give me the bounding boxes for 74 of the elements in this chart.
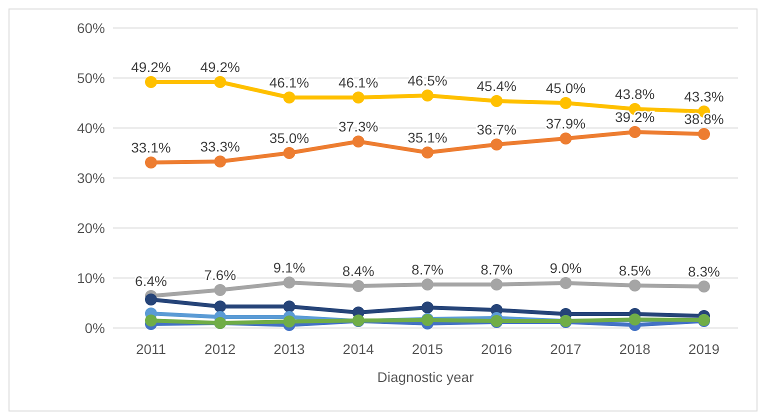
data-label: 39.2% [615,109,655,125]
data-label: 35.1% [408,130,448,146]
point [628,126,641,138]
point [422,278,434,290]
x-axis-title: Diagnostic year [377,369,474,385]
point [283,147,296,159]
point [698,128,710,140]
y-tick-label: 10% [76,270,105,286]
data-label: 37.3% [338,118,378,134]
y-tick-label: 20% [76,220,105,236]
data-label: 36.7% [476,122,516,138]
x-tick-label: 2016 [481,341,512,357]
point [560,132,572,144]
point [490,278,503,290]
data-label: 43.3% [684,88,724,104]
data-label: 49.2% [131,59,171,75]
x-tick-label: 2019 [688,341,720,357]
x-tick-label: 2014 [342,341,374,357]
point [422,146,434,158]
point [283,92,296,104]
point [698,280,710,292]
point [560,277,572,289]
x-tick-label: 2017 [550,341,582,357]
data-label: 37.9% [546,116,586,132]
x-tick-label: 2011 [136,341,166,357]
y-tick-label: 40% [76,120,105,136]
point [145,294,157,306]
point [422,302,434,314]
point [214,156,226,168]
x-tick-label: 2018 [619,341,651,357]
data-label: 9.0% [550,260,582,276]
point [352,280,364,292]
data-label: 9.1% [273,260,306,276]
data-label: 8.7% [480,262,513,278]
y-tick-label: 30% [76,170,105,186]
data-label: 46.1% [338,74,378,90]
point [490,138,503,150]
point [214,300,226,312]
point [145,76,157,88]
point [490,95,503,107]
data-label: 38.8% [684,111,724,127]
point [352,92,364,104]
point [283,316,296,328]
data-label: 45.4% [476,78,516,94]
data-label: 45.0% [546,80,586,96]
point [145,314,157,326]
y-tick-label: 60% [76,20,105,36]
data-label: 46.5% [408,72,448,88]
data-label: 33.3% [200,138,240,154]
point [352,136,364,148]
point [214,76,226,88]
data-label: 8.3% [688,264,720,280]
x-tick-label: 2012 [204,341,236,357]
point [145,156,157,168]
data-label: 46.1% [269,74,310,90]
x-tick-label: 2015 [412,341,444,357]
x-tick-label: 2013 [274,341,306,357]
data-label: 33.1% [131,140,171,156]
data-label: 8.5% [618,262,651,278]
data-label: 7.6% [204,267,236,283]
point [214,284,226,296]
data-label: 6.4% [135,273,167,289]
data-label: 35.0% [269,130,310,146]
data-label: 8.7% [412,262,444,278]
point [283,276,296,288]
point [422,90,434,102]
data-label: 49.2% [200,59,240,75]
y-tick-label: 0% [84,320,105,336]
y-tick-label: 50% [76,70,105,86]
point [628,280,641,292]
point [560,97,572,109]
data-label: 43.8% [615,86,655,102]
point [283,300,296,312]
data-label: 8.4% [342,263,374,279]
